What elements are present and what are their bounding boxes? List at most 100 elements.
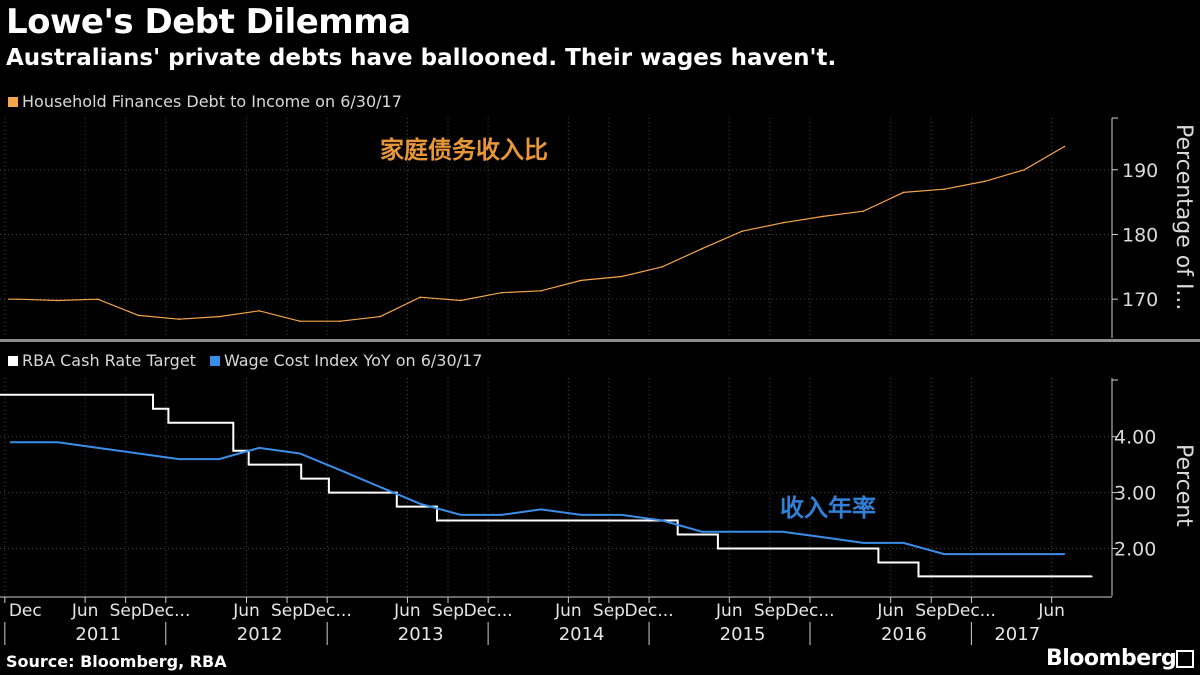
cash-rate-point: [167, 421, 170, 424]
debt-data-point: [460, 299, 462, 302]
x-tick-label: Sep: [432, 601, 464, 621]
x-tick-label: Jun: [71, 601, 99, 621]
x-tick-label: Sep: [110, 601, 142, 621]
wage-data-point: [57, 441, 59, 444]
legend-label-cash: RBA Cash Rate Target: [22, 351, 196, 370]
cash-rate-point: [676, 533, 679, 536]
source-note: Source: Bloomberg, RBA: [6, 652, 227, 671]
top-y-axis-title: Percentage of I...: [1171, 124, 1196, 310]
cash-rate-point: [247, 463, 250, 466]
debt-data-point: [822, 215, 824, 218]
wage-data-point: [1063, 553, 1066, 555]
debt-data-point: [97, 298, 99, 301]
top-y-tick-label: 180: [1122, 224, 1158, 246]
debt-data-point: [661, 266, 664, 268]
wage-data-point: [862, 542, 865, 544]
debt-data-point: [57, 299, 59, 302]
cash-rate-point: [300, 477, 303, 480]
bottom-y-axis-title: Percent: [1171, 444, 1196, 527]
wage-data-point: [701, 530, 703, 533]
debt-data-point: [983, 180, 986, 183]
x-year-label: 2014: [559, 624, 605, 645]
debt-data-point: [339, 320, 342, 323]
x-tick-label: Jun: [554, 601, 582, 621]
wage-annotation: 收入年率: [780, 494, 876, 522]
wage-data-point: [1023, 553, 1026, 555]
legend-swatch-debt: [8, 96, 18, 107]
x-year-label: 2011: [75, 624, 121, 645]
debt-data-point: [701, 247, 703, 250]
x-tick-label: Jun: [1037, 601, 1065, 621]
x-year-label: 2012: [237, 624, 283, 645]
debt-data-point: [178, 318, 180, 321]
x-tick-label: Jun: [232, 601, 260, 621]
wage-series-line: [10, 441, 1065, 556]
legend-label-debt: Household Finances Debt to Income on 6/3…: [22, 92, 402, 111]
cash-rate-point: [717, 547, 719, 550]
debt-data-point: [137, 314, 140, 317]
wage-data-point: [902, 542, 905, 544]
legend-swatch-wage: [209, 355, 220, 366]
x-tick-label: Dec...: [303, 601, 352, 621]
wage-data-point: [178, 458, 180, 460]
wage-data-point: [339, 469, 342, 472]
wage-data-point: [822, 536, 824, 539]
wage-data-point: [500, 514, 503, 516]
wage-data-point: [137, 452, 140, 455]
x-tick-label: Sep: [915, 601, 947, 621]
cash-rate-point: [152, 407, 154, 410]
wage-data-point: [97, 447, 99, 449]
legend-swatch-cash: [8, 355, 18, 366]
brand-logo: Bloomberg: [1046, 646, 1177, 671]
debt-data-point: [943, 188, 945, 190]
debt-data-point: [419, 296, 422, 299]
x-tick-label: Dec...: [464, 601, 513, 621]
x-tick-label: Dec: [9, 601, 42, 621]
bottom-legend: RBA Cash Rate Target Wage Cost Index YoY…: [8, 351, 496, 370]
debt-data-point: [781, 222, 784, 224]
debt-data-point: [299, 320, 301, 323]
chart-title: Lowe's Debt Dilemma: [6, 2, 411, 42]
bottom-y-tick-label: 3.00: [1114, 483, 1156, 505]
wage-data-point: [620, 514, 623, 516]
top-y-tick-label: 170: [1122, 289, 1158, 311]
cash-rate-point: [0, 394, 1, 396]
debt-data-point: [620, 275, 623, 278]
chart-subtitle: Australians' private debts have balloone…: [6, 45, 837, 71]
cash-rate-point: [1091, 575, 1093, 578]
x-tick-label: Dec...: [947, 601, 996, 621]
debt-data-point: [741, 230, 743, 232]
debt-data-point: [379, 315, 381, 318]
legend-item-wage: Wage Cost Index YoY on 6/30/17: [209, 351, 482, 370]
cash-rate-point: [436, 519, 438, 522]
debt-data-point: [540, 290, 542, 292]
bottom-y-tick-label: 4.00: [1114, 427, 1156, 449]
x-tick-label: Dec...: [785, 601, 834, 621]
debt-data-point: [902, 191, 905, 194]
debt-data-point: [17, 298, 19, 301]
cash-rate-point: [877, 561, 880, 564]
x-tick-label: Sep: [754, 601, 786, 621]
top-legend: Household Finances Debt to Income on 6/3…: [8, 92, 416, 111]
debt-data-point: [862, 210, 865, 212]
wage-data-point: [218, 458, 220, 460]
wage-data-point: [741, 530, 743, 533]
cash-rate-line: [0, 393, 1092, 578]
x-year-label: 2013: [398, 624, 444, 645]
debt-data-point: [1063, 145, 1066, 148]
wage-data-point: [781, 530, 784, 533]
brand-mark-icon: [1176, 650, 1194, 668]
wage-data-point: [379, 486, 381, 488]
wage-data-point: [983, 553, 986, 555]
debt-annotation: 家庭债务收入比: [380, 136, 548, 164]
x-tick-label: Dec...: [625, 601, 674, 621]
debt-data-point: [500, 291, 503, 294]
cash-rate-point: [917, 575, 920, 578]
cash-rate-point: [232, 449, 235, 452]
debt-data-point: [218, 315, 220, 318]
wage-data-point: [460, 514, 462, 516]
debt-data-point: [580, 279, 582, 282]
debt-data-point: [258, 310, 261, 312]
x-tick-label: Sep: [271, 601, 303, 621]
